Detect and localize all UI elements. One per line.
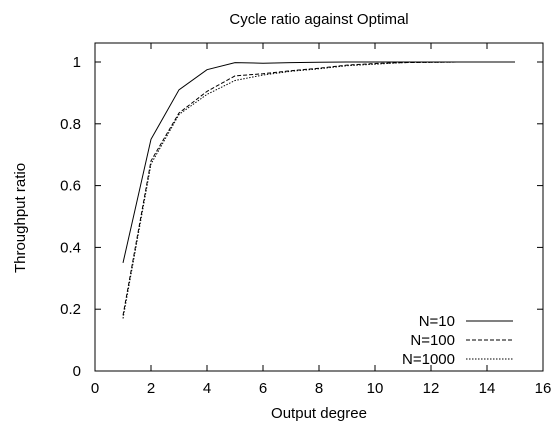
legend-label: N=10 bbox=[419, 313, 455, 330]
legend-label: N=100 bbox=[410, 332, 455, 349]
x-tick-label: 12 bbox=[423, 380, 440, 397]
plot-frame bbox=[94, 42, 544, 372]
series-layer bbox=[122, 61, 515, 319]
x-tick-label: 10 bbox=[367, 380, 384, 397]
x-axis-title: Output degree bbox=[271, 405, 367, 422]
series-line-n-10 bbox=[122, 61, 515, 264]
series-line-n-1000 bbox=[122, 61, 515, 319]
y-tick-label: 0 bbox=[73, 363, 81, 380]
x-tick-label: 4 bbox=[203, 380, 211, 397]
legend-label: N=1000 bbox=[402, 351, 455, 368]
x-tick-label: 8 bbox=[315, 380, 323, 397]
series-line-n-100 bbox=[122, 61, 515, 316]
y-tick-label: 0.2 bbox=[60, 301, 81, 318]
y-tick-label: 0.6 bbox=[60, 178, 81, 195]
x-tick-label: 14 bbox=[479, 380, 496, 397]
x-tick-label: 16 bbox=[535, 380, 552, 397]
y-tick-label: 0.4 bbox=[60, 239, 81, 256]
x-tick-label: 6 bbox=[259, 380, 267, 397]
y-tick-label: 0.8 bbox=[60, 116, 81, 133]
chart-title: Cycle ratio against Optimal bbox=[229, 11, 408, 28]
legend: N=10 N=100 N=1000 bbox=[402, 313, 513, 368]
x-tick-label: 2 bbox=[147, 380, 155, 397]
y-tick-label: 1 bbox=[73, 54, 81, 71]
y-axis-title: Throughput ratio bbox=[12, 163, 29, 273]
axis-ticks: 0 2 4 6 8 10 12 14 16 0 0.2 0.4 0.6 0.8 1 bbox=[60, 43, 551, 397]
x-tick-label: 0 bbox=[91, 380, 99, 397]
